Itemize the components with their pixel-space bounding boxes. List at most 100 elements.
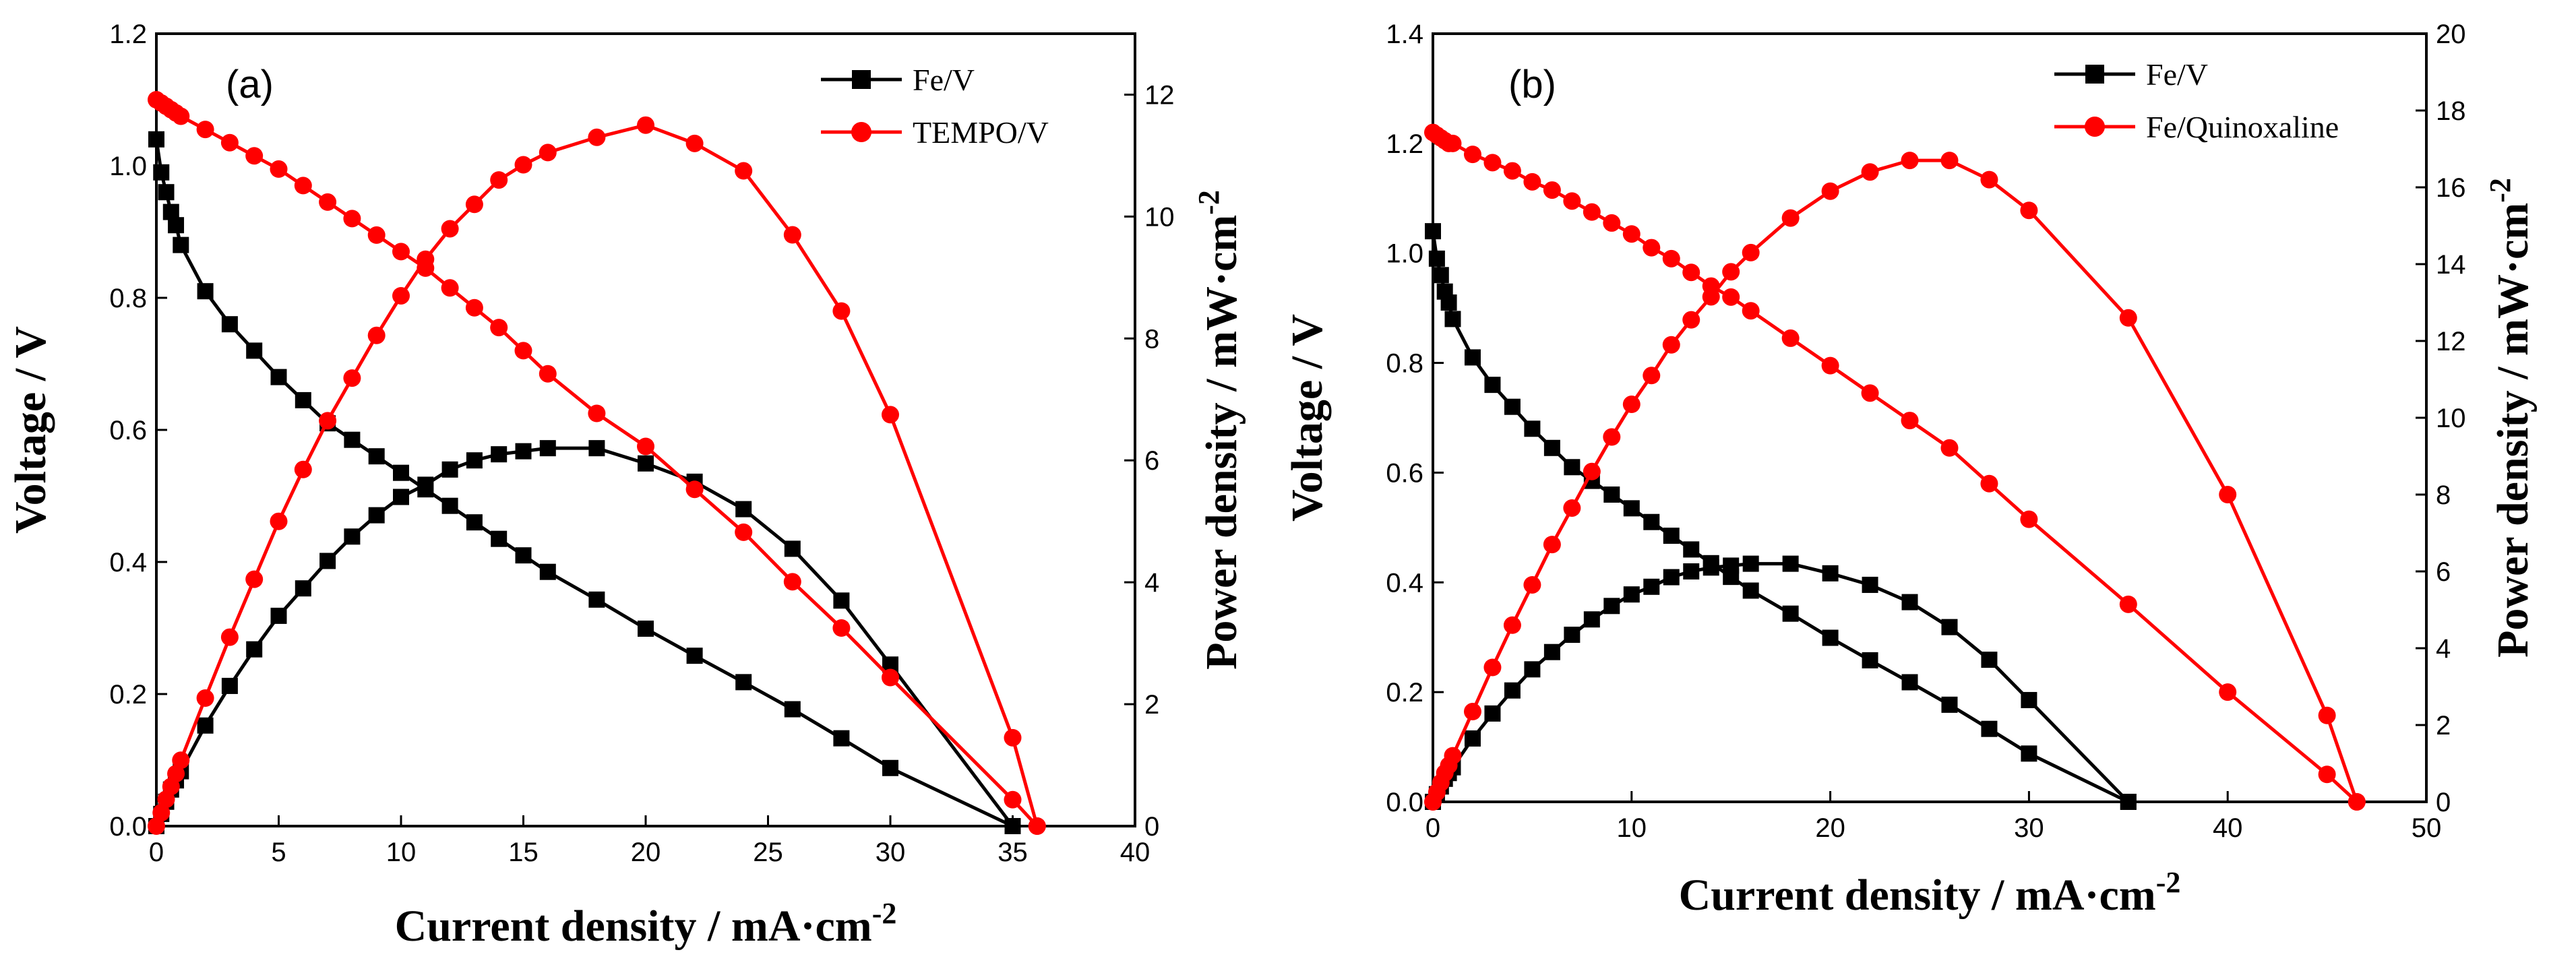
- data-point: [1622, 225, 1640, 243]
- data-point: [1742, 582, 1759, 599]
- data-point: [1662, 336, 1680, 354]
- data-point: [1703, 559, 1719, 576]
- data-point: [1781, 329, 1800, 347]
- legend-marker: [2085, 65, 2104, 84]
- y2-axis-title: Power density / mW·cm-2: [1192, 190, 1246, 670]
- data-point: [2020, 201, 2038, 220]
- data-point: [1782, 605, 1799, 622]
- series-fe-v-power: [1425, 555, 2137, 810]
- series-line: [154, 139, 1014, 828]
- data-point: [1564, 627, 1581, 644]
- legend: Fe/V Fe/Quinoxaline: [2054, 57, 2339, 144]
- data-point: [1981, 720, 1998, 737]
- data-point: [1941, 619, 1958, 635]
- data-point: [319, 553, 336, 569]
- data-point: [1603, 428, 1621, 446]
- data-point: [1821, 182, 1839, 200]
- data-point: [1940, 152, 1959, 170]
- x-tick-label: 20: [631, 838, 661, 867]
- data-point: [1504, 398, 1521, 415]
- legend-label: Fe/V: [2146, 57, 2208, 92]
- x-tick-label: 30: [2014, 813, 2044, 843]
- data-point: [270, 160, 288, 178]
- x-tick-label: 0: [1425, 813, 1440, 843]
- x-tick-label: 40: [1120, 838, 1151, 867]
- y2-tick-label: 6: [1144, 446, 1159, 476]
- data-point: [1028, 817, 1046, 835]
- data-point: [246, 342, 263, 359]
- data-point: [343, 210, 361, 228]
- y-tick-label: 1.2: [1386, 129, 1423, 159]
- y2-tick-label: 2: [1144, 690, 1159, 720]
- y-tick-label: 0.6: [1386, 458, 1423, 488]
- x-tick-label: 25: [753, 838, 783, 867]
- data-point: [1861, 384, 1879, 402]
- x-axis-title: Current density / mA·cm-2: [1679, 866, 2181, 920]
- data-point: [245, 147, 264, 165]
- chart-panel-a: 0 5 10 15 20 25 30 35 40 0.0 0.2 0.4 0.6 0.8 1.0 1.2 0 2 4…: [6, 20, 1246, 951]
- data-point: [1425, 223, 1441, 240]
- data-point: [246, 641, 263, 658]
- y2-tick-label: 4: [2436, 634, 2451, 664]
- y2-tick-label: 18: [2436, 96, 2466, 126]
- y2-axis-title-exponent: -2: [1192, 190, 1225, 215]
- data-point: [1861, 163, 1879, 181]
- y-tick-label: 0.2: [109, 680, 147, 710]
- data-point: [319, 193, 337, 211]
- series-line: [1431, 562, 2130, 803]
- data-point: [1444, 311, 1461, 327]
- y-tick-label: 0.8: [1386, 349, 1423, 379]
- legend: Fe/V TEMPO/V: [821, 63, 1049, 150]
- data-point: [245, 570, 264, 588]
- y-tick-label: 0.8: [109, 284, 147, 313]
- data-point: [1543, 536, 1561, 554]
- data-point: [1781, 209, 1800, 227]
- data-point: [1622, 396, 1640, 414]
- x-tick-label: 35: [998, 838, 1028, 867]
- data-point: [392, 243, 410, 261]
- data-point: [783, 573, 801, 591]
- data-point: [368, 507, 385, 524]
- data-point: [1564, 459, 1581, 476]
- data-point: [1503, 616, 1521, 634]
- data-point: [295, 580, 311, 597]
- x-tick-label: 20: [1815, 813, 1845, 843]
- data-point: [1583, 462, 1601, 480]
- data-point: [735, 162, 753, 180]
- plot-frame: [1432, 32, 2428, 803]
- data-point: [2021, 745, 2037, 762]
- data-point: [294, 177, 312, 195]
- data-point: [1463, 703, 1481, 721]
- y2-tick-label: 10: [2436, 404, 2466, 433]
- data-point: [514, 342, 532, 360]
- data-point: [1901, 674, 1918, 691]
- y2-tick-label: 10: [1144, 202, 1175, 232]
- data-point: [270, 369, 287, 385]
- data-point: [1524, 661, 1541, 678]
- y2-tick-label: 0: [1144, 812, 1159, 842]
- data-point: [465, 299, 483, 317]
- data-point: [1603, 486, 1620, 503]
- data-point: [295, 391, 311, 408]
- data-point: [220, 628, 239, 646]
- data-point: [1464, 349, 1481, 366]
- data-point: [173, 237, 189, 253]
- data-point: [1432, 267, 1449, 284]
- y-tick-label: 0.4: [109, 548, 147, 577]
- x-tick-label: 10: [1617, 813, 1647, 843]
- data-point: [158, 184, 175, 201]
- data-point: [588, 128, 606, 146]
- data-point: [344, 431, 361, 448]
- data-point: [1901, 594, 1918, 610]
- data-point: [1583, 203, 1601, 221]
- data-point: [539, 144, 557, 162]
- data-point: [1901, 152, 1919, 170]
- data-point: [393, 464, 409, 481]
- data-point: [196, 121, 214, 139]
- data-point: [441, 461, 458, 478]
- y2-tick-label: 2: [2436, 711, 2451, 741]
- legend-label: Fe/V: [913, 63, 975, 97]
- data-point: [1583, 611, 1600, 628]
- data-point: [832, 619, 851, 637]
- data-point: [2119, 595, 2137, 613]
